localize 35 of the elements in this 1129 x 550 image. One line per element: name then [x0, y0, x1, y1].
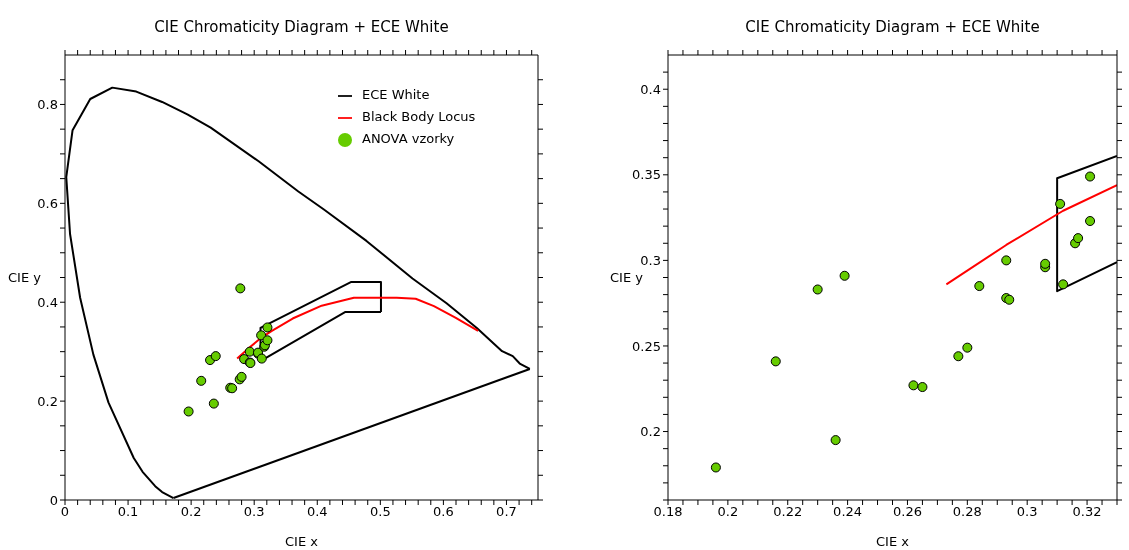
y-tick-label: 0.6 — [37, 195, 58, 211]
legend-label: ECE White — [362, 87, 430, 102]
x-axis-title: CIE x — [876, 534, 910, 549]
x-axis-title: CIE x — [285, 534, 319, 549]
x-tick-label: 0.6 — [433, 504, 454, 520]
chart-title: CIE Chromaticity Diagram + ECE White — [153, 18, 450, 36]
y-tick-label: 0.8 — [37, 97, 58, 113]
x-tick-label: 0.1 — [117, 504, 139, 520]
x-tick-label: 0.28 — [952, 504, 982, 520]
y-tick-label: 0.25 — [632, 338, 661, 354]
x-tick-label: 0.3 — [243, 504, 265, 520]
legend-label: Black Body Locus — [362, 109, 476, 124]
x-tick-label: 0.5 — [369, 504, 391, 520]
y-tick-label: 0.4 — [37, 294, 58, 310]
x-tick-label: 0.26 — [892, 504, 922, 520]
y-tick-label: 0.35 — [632, 167, 661, 183]
x-tick-label: 0.7 — [496, 504, 517, 520]
x-tick-label: 0.3 — [1016, 504, 1038, 520]
x-tick-label: 0.2 — [717, 504, 739, 520]
legend-label: ANOVA vzorky — [362, 131, 455, 146]
x-tick-label: 0 — [60, 504, 70, 520]
x-tick-label: 0.22 — [773, 504, 803, 520]
x-tick-label: 0.2 — [180, 504, 202, 520]
x-tick-label: 0.24 — [833, 504, 863, 520]
x-tick-label: 0.32 — [1072, 504, 1102, 520]
y-axis-title: CIE y — [610, 270, 644, 286]
y-tick-label: 0.3 — [640, 253, 661, 268]
y-tick-label: 0.2 — [37, 393, 58, 409]
x-tick-label: 0.4 — [306, 504, 328, 520]
y-tick-label: 0.4 — [640, 81, 661, 97]
y-axis-title: CIE y — [8, 270, 42, 286]
y-tick-label: 0.2 — [640, 424, 661, 440]
chart-title: CIE Chromaticity Diagram + ECE White — [744, 18, 1041, 36]
x-tick-label: 0.18 — [653, 504, 683, 520]
y-tick-label: 0 — [49, 492, 58, 508]
